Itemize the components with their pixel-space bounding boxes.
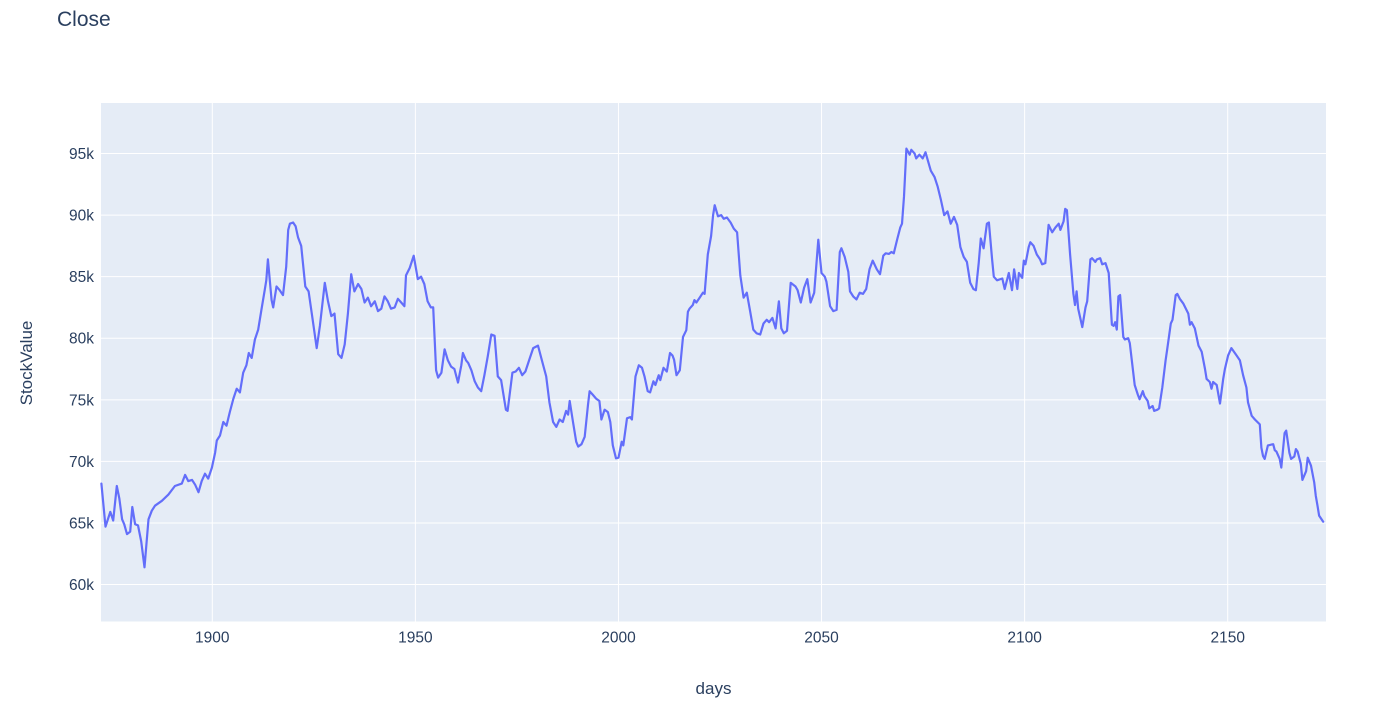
- chart-title: Close: [57, 8, 111, 31]
- y-tick-label: 60k: [69, 577, 94, 594]
- x-tick-label: 1950: [398, 630, 433, 647]
- y-tick-label: 65k: [69, 515, 94, 532]
- close-series-line[interactable]: [100, 147, 1325, 569]
- x-tick-label: 2050: [804, 630, 839, 647]
- y-tick-label: 75k: [69, 392, 94, 409]
- x-axis-title: days: [695, 679, 732, 698]
- y-tick-label: 90k: [69, 208, 94, 225]
- x-tick-label: 2000: [601, 630, 636, 647]
- y-tick-label: 70k: [69, 454, 94, 471]
- y-tick-label: 85k: [69, 269, 94, 286]
- x-tick-label: 2150: [1210, 630, 1245, 647]
- x-tick-label: 1900: [195, 630, 230, 647]
- x-tick-label: 2100: [1007, 630, 1042, 647]
- y-tick-label: 80k: [69, 331, 94, 348]
- y-axis-title: StockValue: [17, 320, 36, 406]
- plot-area[interactable]: [101, 103, 1326, 622]
- y-tick-label: 95k: [69, 146, 94, 163]
